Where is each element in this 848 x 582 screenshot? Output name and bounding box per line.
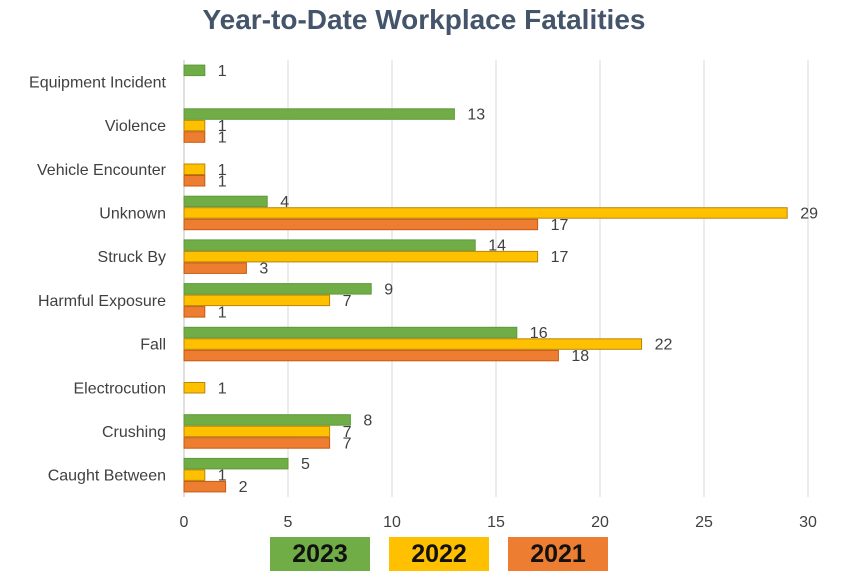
legend-2022: 2022 (389, 537, 489, 571)
data-label-2022-crushing: 7 (343, 424, 352, 441)
category-label-crushing: Crushing (102, 424, 166, 441)
category-label-equipment-incident: Equipment Incident (29, 74, 167, 91)
data-label-2023-struck-by: 14 (488, 238, 506, 255)
bar-2022-electrocution (183, 382, 206, 394)
bar-2022-crushing (183, 425, 331, 438)
x-tick-label-0: 0 (180, 514, 189, 531)
bar-2021-caught-between (183, 480, 227, 493)
data-label-2022-fall: 22 (655, 337, 673, 354)
bar-2022-unknown (183, 207, 788, 219)
data-label-2021-harmful-exposure: 1 (218, 304, 227, 321)
bar-2023-struck-by (183, 239, 476, 251)
data-label-2021-fall: 18 (571, 348, 589, 365)
category-label-vehicle-encounter: Vehicle Encounter (37, 162, 167, 179)
bar-2021-vehicle-encounter (183, 175, 206, 187)
category-label-harmful-exposure: Harmful Exposure (38, 293, 166, 310)
bar-2021-fall (183, 349, 559, 362)
x-tick-label-10: 10 (383, 514, 401, 531)
data-label-2022-harmful-exposure: 7 (343, 293, 352, 310)
legend-2023: 2023 (270, 537, 370, 571)
category-label-struck-by: Struck By (98, 249, 166, 266)
data-label-2023-equipment-incident: 1 (218, 63, 227, 80)
category-label-caught-between: Caught Between (48, 468, 166, 485)
data-label-2023-fall: 16 (530, 325, 548, 342)
bar-2021-crushing (183, 437, 331, 449)
data-label-2022-struck-by: 17 (551, 249, 569, 266)
bar-2021-unknown (183, 218, 539, 231)
legend-2021: 2021 (508, 537, 608, 571)
bar-2022-struck-by (183, 250, 539, 263)
x-tick-label-15: 15 (487, 514, 505, 531)
bar-2021-violence (183, 131, 206, 143)
data-label-2022-electrocution: 1 (218, 380, 227, 397)
data-label-2023-unknown: 4 (280, 194, 289, 211)
bar-2023-harmful-exposure (183, 283, 372, 295)
bar-2023-equipment-incident (183, 64, 206, 77)
data-label-2023-caught-between: 5 (301, 456, 310, 473)
bar-2022-fall (183, 338, 643, 350)
data-label-2022-caught-between: 1 (218, 468, 227, 485)
bar-2022-vehicle-encounter (183, 163, 206, 175)
category-label-electrocution: Electrocution (74, 380, 167, 397)
data-label-2023-violence: 13 (467, 107, 485, 124)
x-tick-label-25: 25 (695, 514, 713, 531)
bar-2023-violence (183, 108, 455, 120)
bar-2022-caught-between (183, 469, 206, 481)
bar-2023-caught-between (183, 457, 289, 470)
data-label-2021-crushing: 7 (343, 435, 352, 452)
bar-2023-unknown (183, 195, 268, 208)
bar-2022-violence (183, 119, 206, 132)
chart-title: Year-to-Date Workplace Fatalities (202, 4, 646, 35)
category-label-fall: Fall (140, 337, 166, 354)
data-label-2021-violence: 1 (218, 130, 227, 147)
data-label-2021-caught-between: 2 (239, 479, 248, 496)
data-label-2023-harmful-exposure: 9 (384, 281, 393, 298)
x-tick-label-20: 20 (591, 514, 609, 531)
data-label-2023-crushing: 8 (363, 412, 372, 429)
data-label-2021-unknown: 17 (551, 217, 569, 234)
x-tick-label-5: 5 (284, 514, 293, 531)
bar-2021-harmful-exposure (183, 306, 206, 318)
data-label-2021-struck-by: 3 (259, 261, 268, 278)
bar-2021-struck-by (183, 262, 247, 274)
bar-2022-harmful-exposure (183, 294, 331, 307)
data-label-2022-unknown: 29 (800, 205, 818, 222)
x-tick-label-30: 30 (799, 514, 817, 531)
data-label-2022-violence: 1 (218, 118, 227, 135)
bar-2023-crushing (183, 414, 351, 426)
category-label-unknown: Unknown (99, 205, 166, 222)
data-label-2022-vehicle-encounter: 1 (218, 162, 227, 179)
data-label-2021-vehicle-encounter: 1 (218, 173, 227, 190)
category-label-violence: Violence (105, 118, 166, 135)
bar-2023-fall (183, 326, 518, 339)
